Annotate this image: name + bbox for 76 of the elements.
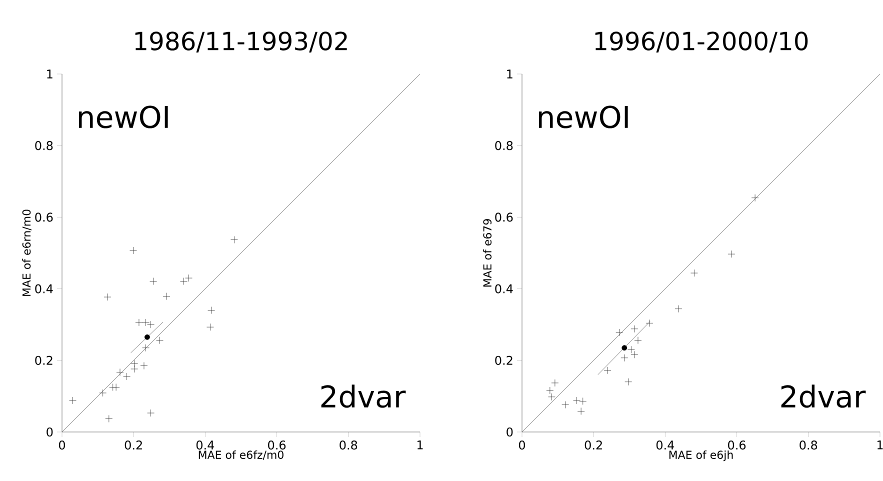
point <box>551 379 559 387</box>
point <box>751 194 759 202</box>
point <box>142 344 150 352</box>
point <box>674 305 682 313</box>
point <box>185 274 192 282</box>
y-tick-label: 0.2 <box>35 356 52 365</box>
point <box>573 396 580 404</box>
x-tick-label: 1 <box>418 440 423 450</box>
x-tick-label: 0 <box>518 440 526 450</box>
point <box>156 336 164 344</box>
point <box>180 278 188 285</box>
point <box>99 389 107 397</box>
point <box>130 365 138 373</box>
x-tick-label: 0.2 <box>124 440 142 450</box>
annotation: newOI <box>79 106 168 128</box>
x-axis-title: MAE of e6fz/m0 <box>198 450 284 460</box>
point <box>579 398 587 405</box>
y-axis-title: MAE of e6rn/m0 <box>22 210 32 296</box>
point <box>105 415 113 422</box>
point <box>630 325 638 333</box>
point <box>634 336 642 344</box>
y-tick-label: 0.4 <box>35 284 53 294</box>
point <box>548 393 556 401</box>
y-tick-label: 1 <box>507 70 512 78</box>
point <box>144 334 150 340</box>
point <box>130 246 137 254</box>
point <box>646 319 654 327</box>
point <box>150 278 157 285</box>
x-tick-label: 0.8 <box>340 440 358 450</box>
chart-title: 1996/01-2000/10 <box>595 32 808 52</box>
y-tick-label: 0.4 <box>495 284 513 294</box>
annotation: newOI <box>539 106 628 128</box>
x-axis-title: MAE of e6jh <box>669 450 733 462</box>
point <box>230 236 238 244</box>
point <box>123 372 131 380</box>
point <box>622 345 628 351</box>
annotation: 2dvar <box>321 384 406 408</box>
x-tick-label: 0.6 <box>728 440 746 450</box>
y-tick-label: 0.6 <box>495 212 513 222</box>
x-tick-label: 0.4 <box>656 440 674 450</box>
point <box>135 318 143 326</box>
point <box>140 362 148 370</box>
y-tick-label: 0 <box>506 427 513 437</box>
point <box>690 269 698 277</box>
y-tick-label: 0.8 <box>495 141 513 150</box>
x-tick-label: 0.2 <box>584 440 602 450</box>
x-tick-label: 0 <box>58 440 66 450</box>
point <box>616 328 624 336</box>
point <box>69 396 76 404</box>
point <box>147 409 154 417</box>
point <box>208 306 215 314</box>
point <box>130 360 138 368</box>
y-tick-label: 0 <box>46 427 53 437</box>
point <box>620 354 628 362</box>
y-tick-label: 0.2 <box>495 356 512 365</box>
point <box>577 408 585 415</box>
point <box>206 323 214 331</box>
y-tick-label: 0.8 <box>35 141 53 150</box>
y-axis-title: MAE of e679 <box>483 219 492 287</box>
point <box>624 378 632 386</box>
point <box>562 401 570 408</box>
point <box>728 250 736 258</box>
annotation: 2dvar <box>781 384 866 408</box>
point <box>104 293 112 301</box>
point <box>546 386 554 394</box>
x-tick-label: 0.8 <box>800 440 818 450</box>
y-tick-label: 1 <box>47 70 52 78</box>
y-tick-label: 0.6 <box>35 212 53 222</box>
point <box>604 366 612 374</box>
x-tick-label: 1 <box>878 440 883 450</box>
x-tick-label: 0.4 <box>196 440 214 450</box>
point <box>112 384 120 391</box>
chart-title: 1986/11-1993/02 <box>135 32 347 52</box>
point <box>162 292 170 300</box>
point <box>116 368 124 376</box>
x-tick-label: 0.6 <box>268 440 286 450</box>
